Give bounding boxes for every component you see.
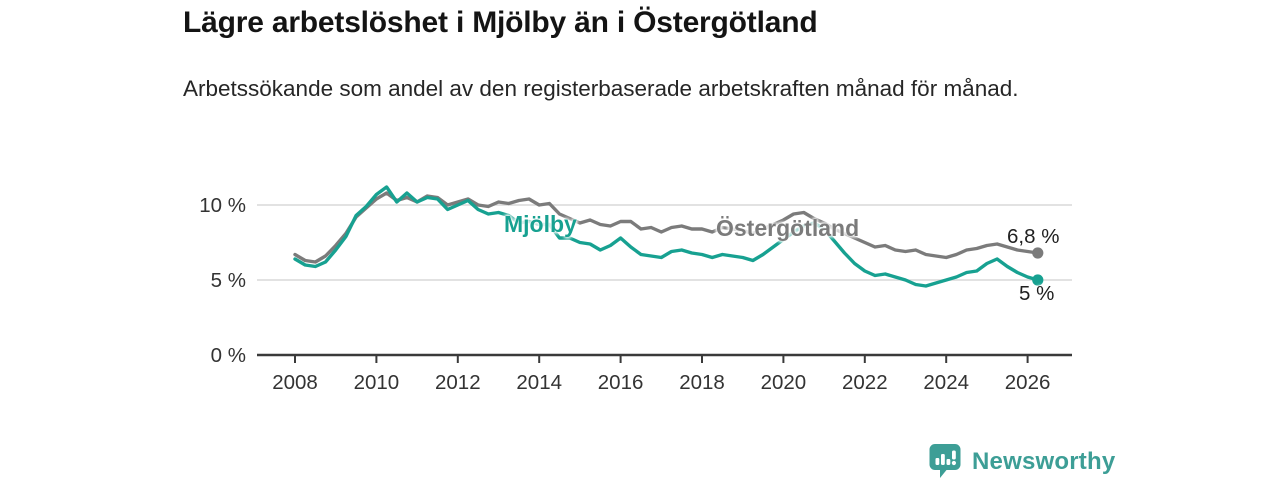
y-tick-label: 10 % — [199, 194, 246, 217]
chart-title: Lägre arbetslöshet i Mjölby än i Östergö… — [183, 6, 818, 39]
end-value-label-mjolby: 5 % — [1019, 282, 1055, 305]
x-tick-label: 2014 — [516, 371, 562, 394]
series-line-ostergotland — [293, 191, 1040, 264]
brand-footer: Newsworthy — [928, 443, 1115, 480]
brand-name: Newsworthy — [972, 447, 1116, 475]
y-tick-label: 0 % — [211, 344, 246, 367]
x-tick-label: 2018 — [679, 371, 725, 394]
chart-subtitle: Arbetssökande som andel av den registerb… — [183, 76, 1019, 101]
x-tick-label: 2010 — [354, 371, 400, 394]
series-end-dot-ostergotland — [1032, 247, 1044, 259]
series-end-dot-mjolby — [1032, 274, 1044, 286]
series-label-ostergotland: Östergötland — [716, 215, 860, 241]
x-tick-label: 2024 — [923, 371, 969, 394]
x-tick-label: 2016 — [598, 371, 644, 394]
x-tick-label: 2008 — [272, 371, 318, 394]
y-tick-label: 5 % — [211, 269, 246, 292]
newsworthy-logo-icon — [929, 444, 961, 478]
series-label-mjolby: Mjölby — [504, 211, 577, 237]
x-tick-label: 2026 — [1005, 371, 1051, 394]
end-value-label-ostergotland: 6,8 % — [1007, 225, 1060, 248]
x-tick-label: 2012 — [435, 371, 481, 394]
x-tick-label: 2022 — [842, 371, 888, 394]
series-line-mjolby — [293, 185, 1040, 288]
x-tick-label: 2020 — [761, 371, 807, 394]
